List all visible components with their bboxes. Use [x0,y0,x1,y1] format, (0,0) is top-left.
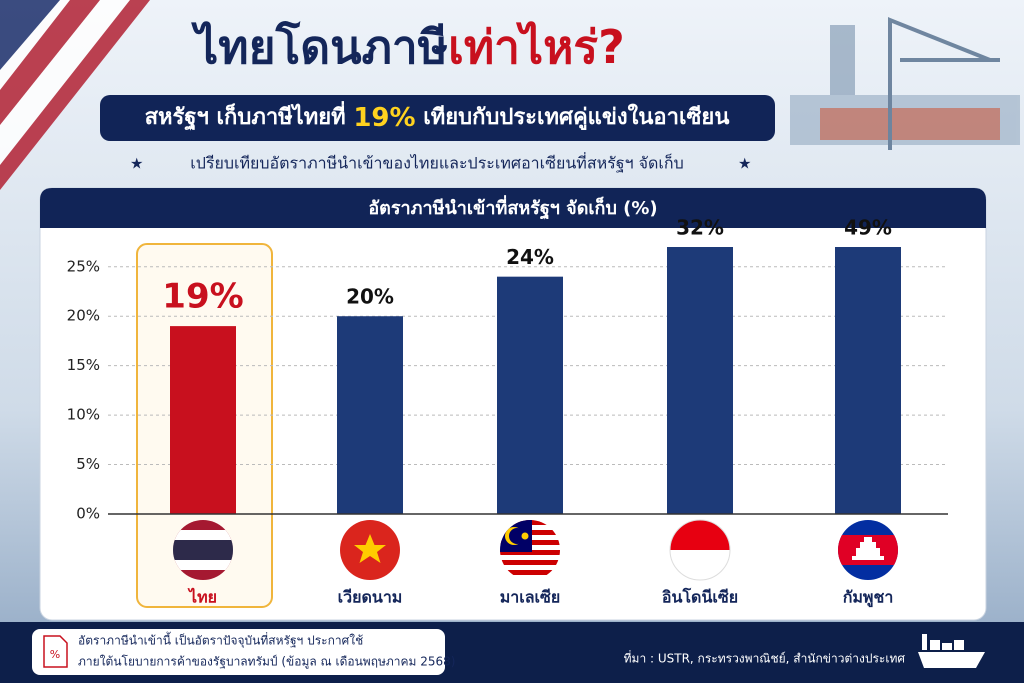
flag-vietnam [340,520,400,580]
flag-cambodia [838,520,898,580]
chart-title: อัตราภาษีนำเข้าที่สหรัฐฯ จัดเก็บ (%) [368,195,657,220]
plot: 0% 5% 10% 15% 20% 25% 19% ไทย 20% เวียดนาม 24% มาเล… [67,216,948,609]
x-tick-label: ไทย [187,588,217,607]
y-tick-label: 10% [67,406,100,424]
note-icon-symbol: % [50,648,60,661]
title: ไทยโดนภาษีเท่าไหร่? [190,20,625,74]
source: ที่มา : USTR, กระทรวงพาณิชย์, สำนักข่าวต… [624,650,906,666]
value-label: 20% [346,285,394,309]
value-label: 19% [162,277,243,317]
us-flag-decoration [0,0,150,190]
bars [170,247,901,514]
y-tick-label: 0% [76,505,100,523]
bar [337,316,403,514]
x-tick-label: มาเลเซีย [500,588,561,607]
ship-icon [918,634,985,668]
title-part: ไทยโดนภาษี [190,20,448,74]
flag-border [669,519,731,581]
value-label: 24% [506,245,554,269]
note-line: อัตราภาษีนำเข้านี้ เป็นอัตราปัจจุบันที่ส… [78,632,363,649]
subtitle: สหรัฐฯ เก็บภาษีไทยที่ 19% เทียบกับประเทศ… [145,100,730,133]
bar [497,276,563,514]
bar [170,326,236,514]
flag-thailand [173,520,233,580]
subtitle-highlight: 19% [353,103,415,133]
y-tick-label: 25% [67,257,100,275]
bar [667,247,733,514]
note-line: ภายใต้นโยบายการค้าของรัฐบาลทรัมป์ (ข้อมู… [78,655,455,670]
bar [835,247,901,514]
chart-header [40,188,986,228]
star: ★ [130,155,143,173]
subtitle-part: สหรัฐฯ เก็บภาษีไทยที่ [145,100,354,131]
value-label: 49% [844,216,892,240]
x-tick-label: กัมพูชา [843,588,894,609]
title-highlight: เท่าไหร่? [448,20,625,74]
note-box [32,629,445,675]
subtitle-part: เทียบกับประเทศคู่แข่งในอาเซียน [416,103,730,131]
value-label: 32% [676,216,724,240]
port-decoration [790,17,1020,150]
x-tick-label: เวียดนาม [338,588,403,607]
note-icon [43,635,68,668]
y-tick-label: 5% [76,455,100,473]
x-tick-label: อินโดนีเซีย [662,587,739,607]
subtitle-banner [100,95,775,141]
flag-malaysia [500,520,560,580]
y-tick-label: 20% [67,307,100,325]
tagline: เปรียบเทียบอัตราภาษีนำเข้าของไทยและประเท… [190,152,683,173]
star: ★ [738,155,751,173]
y-tick-label: 15% [67,356,100,374]
